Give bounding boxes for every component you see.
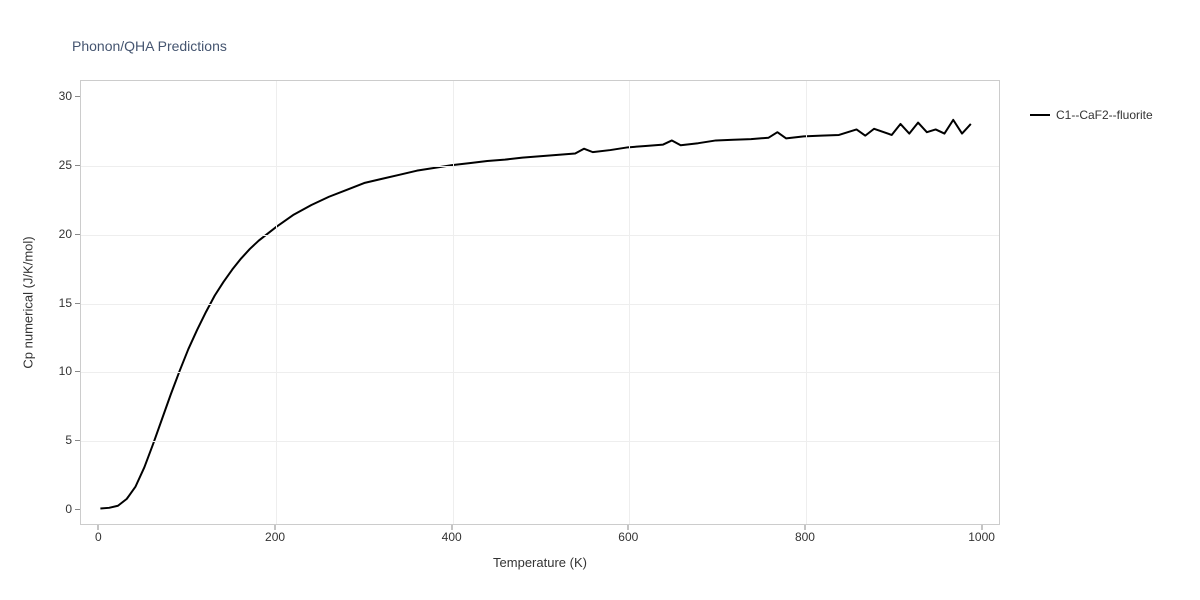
x-tick-label: 1000 <box>968 530 995 544</box>
y-axis-label: Cp numerical (J/K/mol) <box>18 80 38 525</box>
tick-mark-y <box>75 440 80 441</box>
x-tick-label: 0 <box>95 530 102 544</box>
y-tick-label: 15 <box>42 296 72 310</box>
gridline-h <box>81 304 999 305</box>
legend: C1--CaF2--fluorite <box>1030 108 1153 122</box>
x-tick-label: 400 <box>442 530 462 544</box>
gridline-v <box>276 81 277 524</box>
tick-mark-y <box>75 96 80 97</box>
tick-mark-y <box>75 165 80 166</box>
x-tick-label: 200 <box>265 530 285 544</box>
y-tick-label: 0 <box>42 502 72 516</box>
legend-label: C1--CaF2--fluorite <box>1056 108 1153 122</box>
gridline-h <box>81 166 999 167</box>
y-tick-label: 5 <box>42 433 72 447</box>
y-tick-label: 20 <box>42 227 72 241</box>
x-axis-label: Temperature (K) <box>80 555 1000 570</box>
line-series <box>81 81 999 524</box>
tick-mark-y <box>75 234 80 235</box>
tick-mark-y <box>75 303 80 304</box>
gridline-h <box>81 235 999 236</box>
y-tick-label: 25 <box>42 158 72 172</box>
legend-swatch <box>1030 114 1050 116</box>
tick-mark-y <box>75 509 80 510</box>
gridline-h <box>81 372 999 373</box>
x-tick-label: 600 <box>618 530 638 544</box>
gridline-v <box>453 81 454 524</box>
y-tick-label: 10 <box>42 364 72 378</box>
gridline-v <box>629 81 630 524</box>
chart-title: Phonon/QHA Predictions <box>72 38 227 54</box>
x-tick-label: 800 <box>795 530 815 544</box>
tick-mark-y <box>75 371 80 372</box>
gridline-v <box>806 81 807 524</box>
plot-area <box>80 80 1000 525</box>
y-tick-label: 30 <box>42 89 72 103</box>
gridline-h <box>81 441 999 442</box>
series-line <box>100 120 970 509</box>
